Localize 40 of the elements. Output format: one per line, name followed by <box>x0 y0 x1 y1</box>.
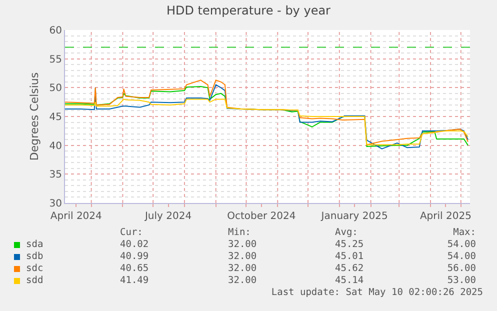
text: 54.00 <box>447 239 476 250</box>
text: 32.00 <box>228 251 257 262</box>
text: 45.14 <box>335 275 364 286</box>
y-tick-label: 30 <box>49 198 62 210</box>
text: 40.02 <box>120 239 149 250</box>
text: 45.01 <box>335 251 364 262</box>
text: 32.00 <box>228 239 257 250</box>
text: Last update: Sat May 10 02:00:26 2025 <box>271 287 483 298</box>
x-tick-label: April 2025 <box>420 211 472 222</box>
y-tick-label: 35 <box>49 170 62 181</box>
legend-label: sda <box>26 239 44 250</box>
text: 54.00 <box>447 251 476 262</box>
chart-title: HDD temperature - by year <box>166 3 331 18</box>
text: 32.00 <box>228 275 257 286</box>
text: Cur: <box>120 227 143 238</box>
text: 40.65 <box>120 263 149 274</box>
y-tick-label: 55 <box>49 54 62 66</box>
text: Min: <box>228 227 251 238</box>
text: 32.00 <box>228 263 257 274</box>
text: 40.99 <box>120 251 149 262</box>
y-axis-title: Degrees Celsius <box>28 72 41 161</box>
x-tick-label: April 2024 <box>50 211 102 222</box>
legend-label: sdd <box>26 275 44 286</box>
y-tick-label: 50 <box>49 83 62 94</box>
text: Avg: <box>335 227 358 238</box>
text: 45.25 <box>335 239 364 250</box>
x-tick-label: October 2024 <box>227 211 296 222</box>
text: 56.00 <box>447 263 476 274</box>
legend-label: sdb <box>26 251 44 262</box>
legend-label: sdc <box>26 263 44 274</box>
y-tick-label: 60 <box>49 26 62 36</box>
x-tick-label: July 2024 <box>144 211 192 222</box>
y-tick-label: 40 <box>49 140 62 152</box>
y-tick-label: 45 <box>49 112 62 123</box>
text: 41.49 <box>120 275 149 286</box>
text: 45.62 <box>335 263 364 274</box>
x-tick-label: January 2025 <box>320 211 388 222</box>
line-series <box>65 98 468 146</box>
text: Max: <box>453 227 476 238</box>
text: 53.00 <box>447 275 476 286</box>
